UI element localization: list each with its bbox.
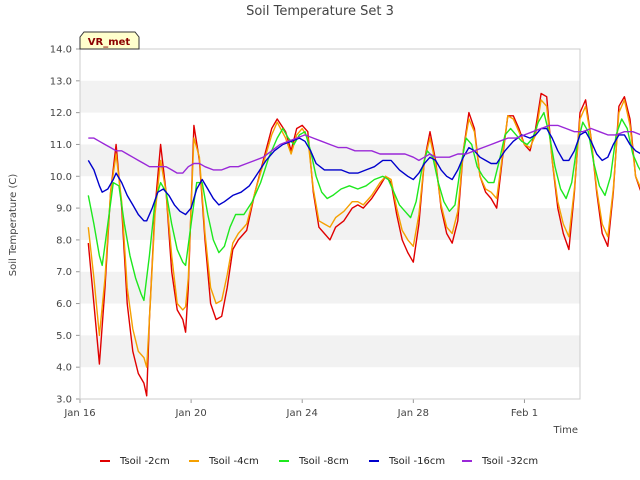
- y-tick-label: 11.0: [50, 140, 72, 151]
- y-tick-label: 6.0: [56, 299, 72, 310]
- y-tick-label: 9.0: [56, 204, 72, 215]
- chart-title: Soil Temperature Set 3: [246, 4, 394, 19]
- y-tick-label: 12.0: [50, 108, 72, 119]
- plot-frame: [79, 48, 581, 400]
- grid-band: [80, 144, 580, 177]
- badge-box: [79, 31, 140, 50]
- x-axis-ticks: Jan 16 Jan 20 Jan 24 Jan 28 Feb 1: [63, 399, 538, 419]
- vr-met-badge: VR_met: [79, 31, 140, 50]
- legend-label: Tsoil -8cm: [298, 456, 349, 467]
- y-tick-label: 10.0: [50, 172, 72, 183]
- y-tick-label: 7.0: [56, 267, 72, 278]
- legend-label: Tsoil -4cm: [208, 456, 259, 467]
- badge-text: VR_met: [88, 37, 131, 48]
- y-tick-label: 8.0: [56, 235, 72, 246]
- x-tick-label: Feb 1: [511, 408, 538, 419]
- y-tick-label: 14.0: [50, 45, 72, 56]
- legend-label: Tsoil -2cm: [119, 456, 170, 467]
- x-tick-label: Jan 16: [63, 408, 95, 419]
- y-axis-ticks: 3.0 4.0 5.0 6.0 7.0 8.0 9.0 10.0 11.0 12.0 13.0 14.…: [50, 45, 80, 406]
- series-line-4: [87, 127, 640, 222]
- x-tick-label: Jan 24: [286, 408, 318, 419]
- y-axis-label: Soil Temperature (C): [8, 174, 19, 277]
- x-tick-label: Jan 20: [174, 408, 206, 419]
- grid-band: [80, 271, 580, 304]
- y-tick-label: 4.0: [56, 363, 72, 374]
- series-lines: [87, 92, 640, 397]
- series-line-5: [88, 124, 640, 174]
- grid-band: [80, 208, 580, 240]
- legend-label: Tsoil -32cm: [481, 456, 538, 467]
- y-tick-label: 3.0: [56, 395, 72, 406]
- y-tick-label: 5.0: [56, 331, 72, 342]
- grid-bands: [80, 49, 580, 399]
- y-tick-label: 13.0: [50, 76, 72, 87]
- series-line-1: [87, 92, 640, 397]
- x-axis-label: Time: [553, 425, 578, 436]
- legend: Tsoil -2cm Tsoil -4cm Tsoil -8cm Tsoil -16c…: [100, 456, 538, 467]
- grid-band: [80, 335, 580, 368]
- grid-band: [80, 80, 580, 113]
- series-line-3: [87, 111, 640, 302]
- legend-label: Tsoil -16cm: [388, 456, 445, 467]
- x-tick-label: Jan 28: [397, 408, 429, 419]
- series-line-2: [87, 99, 640, 368]
